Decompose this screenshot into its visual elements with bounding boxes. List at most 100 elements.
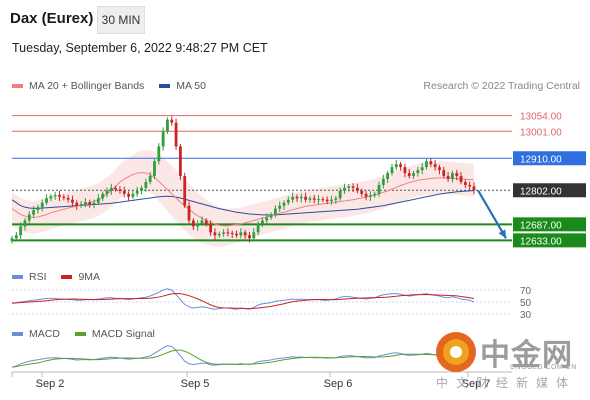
candle-body	[204, 220, 208, 224]
level-label: 12802.00	[520, 186, 562, 197]
candle-body	[66, 197, 70, 200]
candle-body	[170, 119, 174, 123]
level-tag	[513, 151, 586, 166]
candle-body	[166, 119, 169, 132]
legend-item-macd-signal: MACD Signal	[74, 328, 155, 340]
candle-body	[351, 186, 355, 188]
level-tag	[513, 217, 586, 232]
candle-body	[252, 232, 256, 239]
candle-body	[157, 146, 161, 162]
candle-body	[226, 232, 230, 234]
candle-body	[62, 196, 66, 198]
level-label: 13054.00	[520, 112, 562, 123]
candle-body	[109, 187, 113, 191]
candle-body	[196, 223, 200, 227]
candle-body	[381, 179, 385, 185]
candle-body	[412, 173, 415, 177]
candle-body	[36, 207, 40, 211]
x-tick-label: Sep 7	[462, 378, 491, 390]
level-tag	[513, 233, 586, 248]
candle-body	[291, 196, 295, 200]
candle-body	[118, 189, 122, 191]
x-tick-label: Sep 2	[36, 378, 65, 390]
candle-body	[92, 202, 96, 205]
legend-label: MACD Signal	[91, 328, 155, 340]
candle-body	[84, 202, 87, 205]
candle-body	[96, 198, 100, 203]
candle-body	[209, 223, 213, 233]
candle-body	[191, 220, 195, 227]
level-label: 13001.00	[520, 127, 562, 138]
candle-body	[463, 181, 467, 185]
timeframe-button[interactable]: 30 MIN	[97, 6, 145, 34]
candle-body	[53, 195, 57, 197]
candle-body	[308, 198, 312, 200]
legend-item-macd: MACD	[12, 328, 60, 340]
candle-body	[429, 161, 433, 165]
cngold-logo-icon	[436, 332, 476, 372]
candle-body	[394, 164, 398, 168]
legend-label: MA 20 + Bollinger Bands	[29, 80, 145, 92]
candle-body	[213, 232, 217, 236]
candle-body	[399, 164, 402, 168]
watermark-text: 中金网	[480, 339, 573, 372]
candle-body	[330, 199, 333, 202]
candle-body	[174, 122, 178, 147]
watermark-url: CNGOLD.COM.CN	[510, 364, 577, 371]
chart-datetime: Tuesday, September 6, 2022 9:48:27 PM CE…	[12, 41, 268, 55]
legend-swatch	[12, 275, 23, 280]
legend-swatch	[159, 84, 171, 89]
level-last-3: 12802.00	[12, 183, 586, 198]
level-tag	[513, 183, 586, 198]
candle-body	[114, 187, 118, 190]
rsi-tick-label: 30	[520, 310, 532, 321]
candle-body	[23, 220, 27, 227]
candle-body	[282, 202, 286, 206]
candle-body	[442, 170, 446, 177]
candle-body	[135, 190, 139, 194]
projection-arrowhead	[498, 229, 506, 239]
legend-label: MA 50	[176, 80, 206, 92]
candle-body	[127, 193, 130, 197]
candle-body	[256, 223, 260, 233]
candle-body	[390, 167, 394, 174]
candle-body	[455, 173, 459, 177]
candle-body	[273, 208, 277, 215]
candle-body	[386, 173, 390, 179]
level-label: 12910.00	[520, 154, 562, 165]
rsi-ma-line	[11, 292, 475, 310]
candle-body	[373, 193, 377, 196]
candle-body	[101, 193, 105, 199]
candle-body	[105, 190, 109, 194]
instrument-title: Dax (Eurex)	[10, 10, 94, 27]
candles-group	[10, 116, 476, 244]
candle-body	[278, 205, 282, 209]
candle-body	[248, 235, 251, 239]
candle-body	[88, 202, 92, 205]
candle-body	[75, 202, 79, 206]
candle-body	[438, 167, 441, 171]
candle-body	[45, 198, 48, 203]
candle-body	[403, 167, 407, 174]
candle-body	[269, 214, 273, 218]
candle-body	[153, 161, 156, 177]
legend-label: MACD	[29, 328, 60, 340]
candle-body	[178, 146, 182, 177]
candle-body	[187, 205, 191, 221]
candle-body	[265, 217, 269, 221]
candle-body	[321, 199, 325, 201]
level-pivot-2: 12910.00	[12, 151, 586, 166]
level-label: 12633.00	[520, 236, 562, 247]
legend-item-rsi: RSI	[12, 271, 47, 283]
candle-body	[360, 190, 364, 194]
candle-body	[472, 186, 476, 191]
candle-body	[433, 164, 437, 168]
candle-body	[468, 184, 472, 187]
candle-body	[459, 176, 463, 182]
candle-body	[338, 190, 342, 199]
candle-body	[27, 214, 31, 221]
candle-body	[446, 176, 450, 179]
x-tick-label: Sep 5	[181, 378, 210, 390]
candle-body	[295, 196, 299, 199]
